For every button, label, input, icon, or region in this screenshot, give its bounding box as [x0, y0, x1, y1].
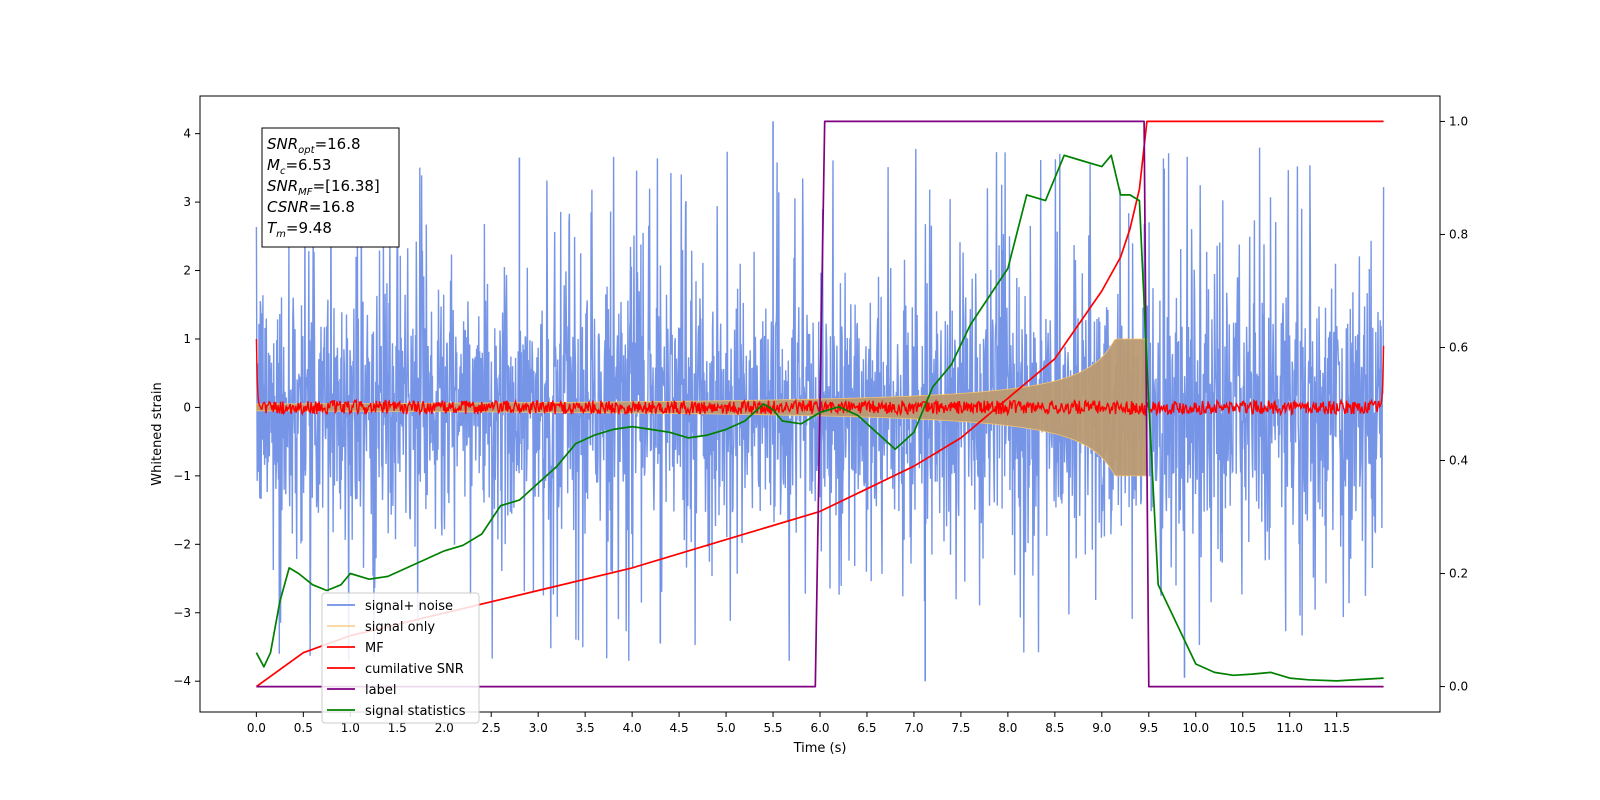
legend-entry: signal+ noise: [365, 599, 453, 614]
legend-entry: signal statistics: [365, 704, 466, 719]
annotation-frame: [261, 127, 400, 248]
legend-entry: signal only: [365, 620, 435, 635]
x-tick-label: 2.5: [482, 721, 501, 735]
annotation-line: CSNR=16.8: [267, 198, 355, 216]
x-tick-label: 5.0: [717, 721, 736, 735]
x-tick-label: 6.0: [810, 721, 829, 735]
x-tick-label: 9.5: [1139, 721, 1158, 735]
y-axis-left: 4 3 2 1 0 −1 −2 −3 −4: [173, 127, 200, 688]
x-tick-label: 3.0: [529, 721, 548, 735]
annotation-symbol: SNR: [267, 177, 298, 195]
y-axis-right: 1.0 0.8 0.6 0.4 0.2 0.0: [1440, 114, 1468, 694]
x-tick-label: 7.5: [951, 721, 970, 735]
series-signal-noise: [255, 147, 1385, 661]
annotation-value: =[16.38]: [313, 177, 380, 195]
y2-tick-label: 0.6: [1449, 340, 1468, 354]
annotation-value: =16.8: [309, 198, 355, 216]
legend: signal+ noise signal only MF cumilative SNR…: [321, 592, 480, 724]
annotation-symbol: SNR: [267, 135, 298, 153]
legend-entry: cumilative SNR: [365, 662, 464, 677]
annotation-value: =16.8: [315, 135, 361, 153]
annotation-line: SNRopt=16.8: [267, 135, 361, 156]
annotation-subscript: c: [280, 166, 286, 177]
y-tick-label: 1: [183, 332, 191, 346]
x-tick-label: 6.5: [857, 721, 876, 735]
y2-tick-label: 0.8: [1449, 227, 1468, 241]
x-axis-label: Time (s): [793, 741, 847, 756]
annotation-value: =9.48: [286, 219, 332, 237]
y-tick-label: 2: [183, 264, 191, 278]
legend-entry: label: [365, 683, 396, 698]
x-tick-label: 10.0: [1182, 721, 1209, 735]
x-tick-label: 9.0: [1092, 721, 1111, 735]
annotation-line: Tm=9.48: [267, 219, 332, 240]
legend-frame: [321, 592, 480, 724]
x-tick-label: 2.0: [435, 721, 454, 735]
y-tick-label: −3: [173, 606, 191, 620]
x-tick-label: 0.5: [294, 721, 313, 735]
series-signal-statistics: [255, 154, 1384, 682]
y2-tick-label: 0.2: [1449, 567, 1468, 581]
annotation-subscript: opt: [298, 145, 315, 156]
y2-tick-label: 1.0: [1449, 114, 1468, 128]
x-tick-label: 5.5: [763, 721, 782, 735]
annotation-value: =6.53: [285, 156, 331, 174]
y-tick-label: 3: [183, 195, 191, 209]
x-tick-label: 11.0: [1276, 721, 1303, 735]
y-tick-label: −4: [173, 674, 191, 688]
annotation-subscript: m: [276, 229, 286, 240]
series-label: [256, 120, 1384, 688]
legend-entry: MF: [365, 641, 384, 656]
annotation-symbol: M: [267, 156, 280, 174]
y-tick-label: 4: [183, 127, 191, 141]
annotation-subscript: MF: [298, 187, 313, 198]
x-tick-label: 10.5: [1229, 721, 1256, 735]
x-tick-label: 1.5: [388, 721, 407, 735]
x-tick-label: 7.0: [904, 721, 923, 735]
annotation-box: SNRopt=16.8Mc=6.53SNRMF=[16.38]CSNR=16.8…: [261, 127, 400, 248]
annotation-line: Mc=6.53: [267, 156, 331, 177]
y-tick-label: 0: [183, 400, 191, 414]
x-tick-label: 4.0: [623, 721, 642, 735]
x-tick-label: 11.5: [1323, 721, 1350, 735]
y-axis-label: Whitened strain: [150, 382, 165, 485]
y2-tick-label: 0.4: [1449, 454, 1468, 468]
annotation-symbol: CSNR: [267, 198, 309, 216]
x-tick-label: 1.0: [341, 721, 360, 735]
x-tick-label: 8.5: [1045, 721, 1064, 735]
annotation-line: SNRMF=[16.38]: [267, 177, 380, 198]
x-tick-label: 4.5: [670, 721, 689, 735]
annotation-symbol: T: [267, 219, 278, 237]
y2-tick-label: 0.0: [1449, 680, 1468, 694]
y-tick-label: −1: [173, 469, 191, 483]
y-tick-label: −2: [173, 537, 191, 551]
x-tick-label: 3.5: [576, 721, 595, 735]
x-tick-label: 8.0: [998, 721, 1017, 735]
x-tick-label: 0.0: [247, 721, 266, 735]
